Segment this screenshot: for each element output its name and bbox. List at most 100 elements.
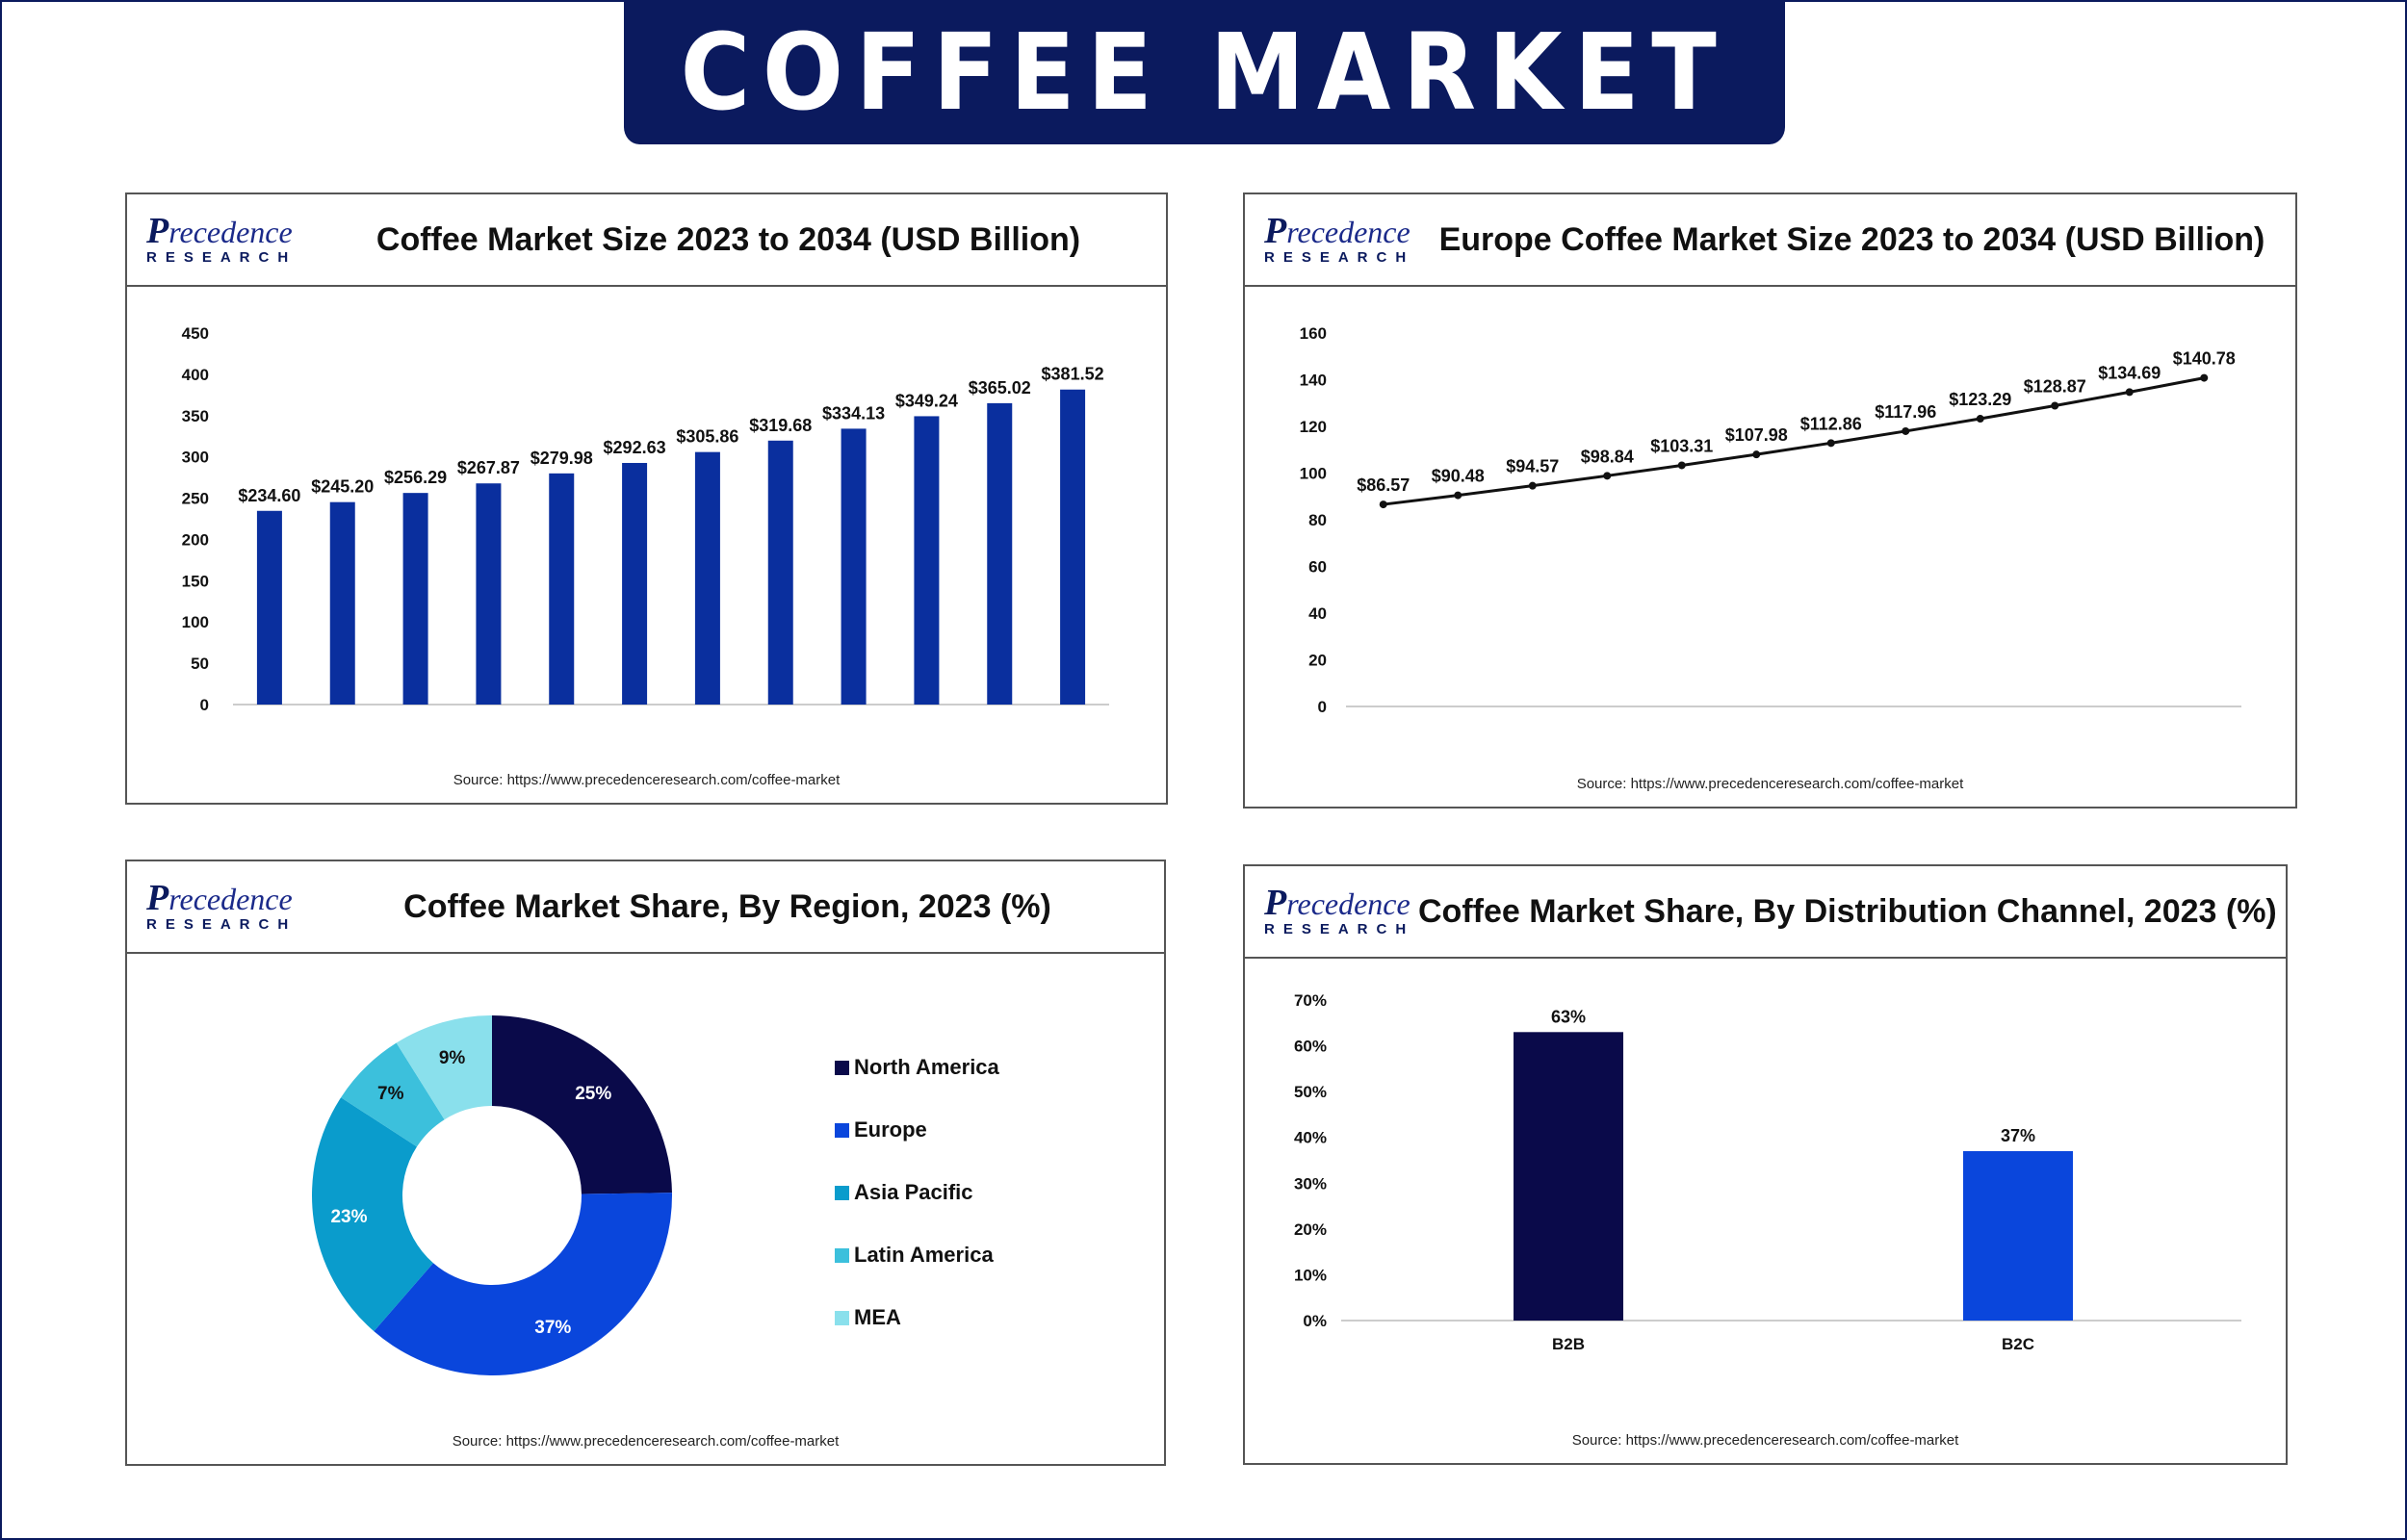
y-tick-label: 60% xyxy=(1294,1038,1327,1056)
legend-label: North America xyxy=(854,1055,1000,1079)
data-point xyxy=(1976,415,1984,424)
y-tick-label: 0 xyxy=(1318,698,1327,716)
source-note: Source: https://www.precedenceresearch.c… xyxy=(1576,776,1964,792)
slice-label: 9% xyxy=(439,1048,466,1068)
data-point xyxy=(1826,439,1835,448)
data-label: $334.13 xyxy=(822,403,885,423)
pie-slice xyxy=(374,1193,672,1375)
data-label: $134.69 xyxy=(2098,363,2161,382)
data-label: $128.87 xyxy=(2024,376,2086,396)
data-label: $94.57 xyxy=(1506,457,1559,476)
chart-title: Europe Coffee Market Size 2023 to 2034 (… xyxy=(1438,221,2265,258)
bar xyxy=(329,501,355,705)
data-label: $365.02 xyxy=(969,378,1031,398)
bar xyxy=(476,483,502,705)
chart-title: Coffee Market Size 2023 to 2034 (USD Bil… xyxy=(375,221,1081,258)
bar xyxy=(987,402,1013,705)
y-tick-label: 0 xyxy=(200,696,209,714)
data-label: $256.29 xyxy=(384,468,447,487)
y-tick-label: 70% xyxy=(1294,991,1327,1010)
chart-title: Coffee Market Share, By Distribution Cha… xyxy=(1418,893,2277,930)
panel-header: Precedence RESEARCH Europe Coffee Market… xyxy=(1245,194,2295,287)
legend-label: Latin America xyxy=(854,1243,994,1267)
x-tick-label: B2B xyxy=(1552,1335,1585,1353)
source-note: Source: https://www.precedenceresearch.c… xyxy=(452,1433,840,1450)
data-label: $112.86 xyxy=(1800,414,1862,433)
precedence-logo: Precedence RESEARCH xyxy=(146,878,298,933)
y-tick-label: 10% xyxy=(1294,1266,1327,1284)
data-label: $279.98 xyxy=(531,449,593,468)
data-label: $267.87 xyxy=(457,458,520,477)
slice-label: 7% xyxy=(377,1084,404,1104)
pie-slice xyxy=(492,1015,672,1194)
bar xyxy=(1963,1150,2073,1321)
data-label: 63% xyxy=(1551,1007,1586,1026)
pie-slice xyxy=(311,1097,433,1332)
data-label: $103.31 xyxy=(1650,436,1713,455)
panel-header: Precedence RESEARCH Coffee Market Size 2… xyxy=(127,194,1166,287)
data-label: $98.84 xyxy=(1581,447,1634,466)
data-point xyxy=(2051,401,2059,410)
bar xyxy=(914,416,940,705)
pie-slice xyxy=(396,1015,492,1120)
source-note: Source: https://www.precedenceresearch.c… xyxy=(453,772,841,788)
bar xyxy=(841,428,867,705)
legend-swatch xyxy=(835,1311,849,1325)
data-point xyxy=(1677,461,1686,470)
data-label: $117.96 xyxy=(1875,402,1936,422)
legend-swatch xyxy=(835,1061,849,1075)
data-label: 37% xyxy=(2001,1126,2035,1145)
panel-header: Precedence RESEARCH Coffee Market Share,… xyxy=(127,861,1164,954)
panel-europe-size: Precedence RESEARCH Europe Coffee Market… xyxy=(1243,192,2297,808)
y-tick-label: 100 xyxy=(182,613,209,631)
legend-swatch xyxy=(835,1186,849,1200)
legend-label: Europe xyxy=(854,1117,927,1142)
series-line xyxy=(1383,376,2205,506)
data-label: $349.24 xyxy=(895,391,958,410)
panel-header: Precedence RESEARCH Coffee Market Share,… xyxy=(1245,866,2286,959)
page-title: COFFEE MARKET xyxy=(624,0,1785,144)
precedence-logo: Precedence RESEARCH xyxy=(1264,883,1415,937)
pie-slice xyxy=(341,1042,445,1147)
y-tick-label: 140 xyxy=(1300,372,1327,390)
slice-label: 25% xyxy=(575,1084,611,1104)
bar xyxy=(256,510,282,705)
precedence-logo: Precedence RESEARCH xyxy=(146,211,298,266)
y-tick-label: 20 xyxy=(1308,652,1327,670)
source-note: Source: https://www.precedenceresearch.c… xyxy=(1571,1432,1959,1449)
bar xyxy=(694,451,720,705)
y-tick-label: 400 xyxy=(182,366,209,384)
y-tick-label: 160 xyxy=(1300,324,1327,343)
bar xyxy=(1060,389,1086,705)
panel-region-share: Precedence RESEARCH Coffee Market Share,… xyxy=(125,860,1166,1466)
y-tick-label: 450 xyxy=(182,324,209,343)
data-label: $234.60 xyxy=(238,486,300,505)
data-label: $123.29 xyxy=(1949,390,2011,409)
y-tick-label: 120 xyxy=(1300,418,1327,436)
y-tick-label: 40% xyxy=(1294,1129,1327,1147)
y-tick-label: 150 xyxy=(182,572,209,590)
data-point xyxy=(1902,426,1910,435)
line-chart-europe-size: 020406080100120140160$86.572023$90.48202… xyxy=(1300,324,2241,716)
data-label: $292.63 xyxy=(604,438,666,457)
data-label: $90.48 xyxy=(1432,467,1485,486)
y-tick-label: 20% xyxy=(1294,1220,1327,1239)
y-tick-label: 0% xyxy=(1303,1312,1327,1330)
y-tick-label: 100 xyxy=(1300,465,1327,483)
y-tick-label: 350 xyxy=(182,407,209,425)
data-label: $86.57 xyxy=(1357,475,1410,495)
data-label: $107.98 xyxy=(1725,425,1788,445)
legend-label: MEA xyxy=(854,1305,901,1329)
data-label: $140.78 xyxy=(2173,349,2236,369)
legend-swatch xyxy=(835,1123,849,1138)
bar xyxy=(767,440,793,705)
y-tick-label: 300 xyxy=(182,449,209,467)
bar xyxy=(622,462,648,705)
bar-chart-channel: 0% 10% 20% 30% 40% 50% 60% 70% 63% B2B 37% B2C xyxy=(1294,991,2241,1353)
y-tick-label: 80 xyxy=(1308,511,1327,529)
y-tick-label: 50% xyxy=(1294,1083,1327,1101)
data-point xyxy=(1603,472,1612,480)
legend-swatch xyxy=(835,1248,849,1263)
data-label: $305.86 xyxy=(676,427,738,447)
y-tick-label: 40 xyxy=(1308,604,1327,623)
